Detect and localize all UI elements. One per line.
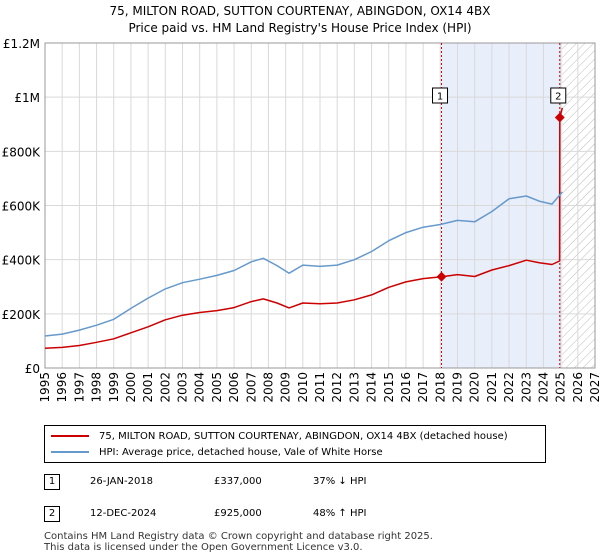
- x-tick-label: 1996: [55, 372, 69, 403]
- x-tick-label: 2000: [124, 372, 138, 403]
- transaction-badge-2: 2: [44, 506, 60, 522]
- x-tick-label: 2006: [227, 372, 241, 403]
- x-tick-label: 2017: [416, 372, 430, 403]
- transaction-price-2: £925,000: [214, 508, 262, 519]
- x-tick-label: 2013: [347, 372, 361, 403]
- x-tick-label: 2004: [193, 372, 207, 403]
- legend-entry-price: 75, MILTON ROAD, SUTTON COURTENAY, ABING…: [51, 428, 508, 444]
- x-tick-label: 1999: [107, 372, 121, 403]
- legend-entry-hpi: HPI: Average price, detached house, Vale…: [51, 444, 383, 460]
- x-tick-label: 2023: [519, 372, 533, 403]
- y-tick-label: £800K: [2, 145, 42, 159]
- x-tick-label: 2014: [365, 372, 379, 403]
- x-tick-label: 2012: [330, 372, 344, 403]
- chart-legend: 75, MILTON ROAD, SUTTON COURTENAY, ABING…: [44, 425, 546, 463]
- chart-subtitle: Price paid vs. HM Land Registry's House …: [128, 21, 472, 35]
- transaction-hpi-change-1: 37% ↓ HPI: [313, 476, 367, 487]
- plot-border: [44, 42, 596, 369]
- x-tick-label: 2018: [433, 372, 447, 403]
- transaction-point-2: [554, 112, 565, 123]
- x-tick-label: 2025: [554, 372, 568, 403]
- series-line-hpi: [44, 191, 563, 337]
- footer-licence: This data is licensed under the Open Gov…: [44, 542, 363, 553]
- transaction-date-1: 26-JAN-2018: [90, 476, 154, 487]
- x-tick-label: 2011: [313, 372, 327, 403]
- x-tick-label: 2005: [210, 372, 224, 403]
- footer-copyright: Contains HM Land Registry data © Crown c…: [44, 531, 433, 542]
- x-tick-label: 2022: [502, 372, 516, 403]
- x-tick-label: 2001: [141, 372, 155, 403]
- legend-label-hpi: HPI: Average price, detached house, Vale…: [99, 446, 383, 458]
- y-tick-label: £600K: [2, 200, 42, 214]
- y-tick-label: £1.2M: [3, 37, 40, 51]
- transaction-point-1: [436, 271, 447, 282]
- transaction-hpi-change-2: 48% ↑ HPI: [313, 508, 367, 519]
- transaction-label-1: 1: [437, 92, 443, 103]
- x-tick-label: 2019: [451, 372, 465, 403]
- y-tick-label: £0: [25, 362, 40, 376]
- legend-swatch-price: [51, 435, 89, 437]
- y-tick-label: £200K: [2, 308, 42, 322]
- x-tick-label: 2010: [296, 372, 310, 403]
- transaction-date-2: 12-DEC-2024: [90, 508, 157, 519]
- transaction-price-1: £337,000: [214, 476, 262, 487]
- chart-title: 75, MILTON ROAD, SUTTON COURTENAY, ABING…: [109, 4, 491, 18]
- x-tick-label: 2016: [399, 372, 413, 403]
- x-tick-label: 2009: [279, 372, 293, 403]
- legend-label-price: 75, MILTON ROAD, SUTTON COURTENAY, ABING…: [99, 430, 508, 442]
- x-tick-label: 2007: [244, 372, 258, 403]
- x-tick-label: 2008: [261, 372, 275, 403]
- price-chart: 1 2 £0 £200K £400K £600K £800K £1M £1.2M 1995 1996…: [2, 37, 600, 403]
- transaction-label-box-1: [432, 87, 449, 104]
- x-tick-label: 2003: [176, 372, 190, 403]
- legend-swatch-hpi: [51, 451, 89, 453]
- x-tick-label: 2026: [571, 372, 585, 403]
- x-tick-label: 2020: [468, 372, 482, 403]
- x-tick-label: 2002: [158, 372, 172, 403]
- transaction-label-box-2: [550, 87, 567, 104]
- x-tick-label: 1995: [38, 372, 52, 403]
- y-tick-label: £400K: [2, 254, 42, 268]
- x-tick-label: 2027: [588, 372, 600, 403]
- x-tick-label: 2021: [485, 372, 499, 403]
- series-line-price: [44, 107, 564, 349]
- transaction-label-2: 2: [555, 92, 561, 103]
- transaction-badge-1: 1: [44, 474, 60, 490]
- x-tick-label: 1997: [72, 372, 86, 403]
- y-tick-label: £1M: [14, 91, 40, 105]
- x-tick-label: 1998: [90, 372, 104, 403]
- x-tick-label: 2024: [536, 372, 550, 403]
- x-tick-label: 2015: [382, 372, 396, 403]
